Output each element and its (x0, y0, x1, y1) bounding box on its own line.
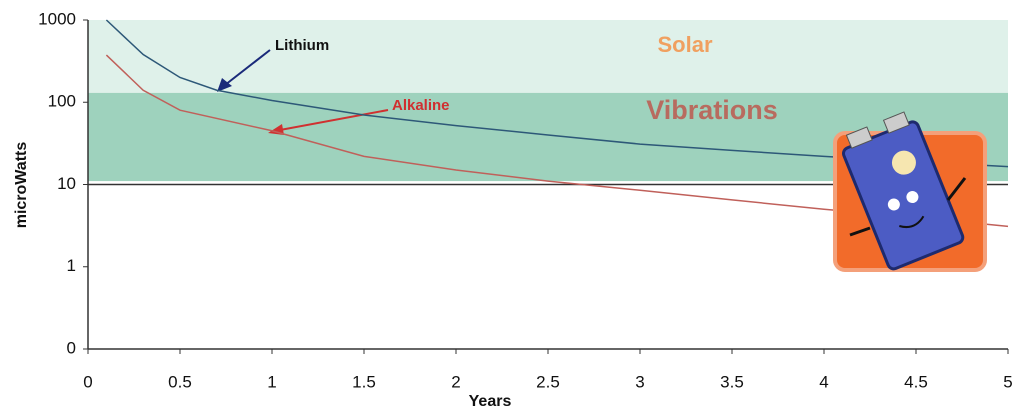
x-tick-label: 0.5 (168, 372, 192, 391)
x-tick-label: 2 (451, 372, 460, 391)
y-tick-label: 1000 (38, 9, 76, 28)
x-tick-label: 0 (83, 372, 92, 391)
y-tick-label: 0 (67, 338, 76, 357)
x-axis-label: Years (469, 393, 512, 410)
x-tick-label: 4.5 (904, 372, 928, 391)
x-tick-label: 1 (267, 372, 276, 391)
y-tick-label: 100 (48, 92, 76, 111)
x-tick-label: 2.5 (536, 372, 560, 391)
y-tick-label: 1 (67, 256, 76, 275)
band-label: Solar (657, 32, 712, 57)
series-annotation: Alkaline (392, 97, 450, 114)
series-annotation: Lithium (275, 37, 329, 54)
x-tick-label: 3 (635, 372, 644, 391)
x-tick-label: 4 (819, 372, 828, 391)
x-tick-label: 1.5 (352, 372, 376, 391)
battery-icon (835, 109, 985, 271)
band-label: Vibrations (646, 95, 778, 125)
y-tick-label: 10 (57, 174, 76, 193)
chart: microWatts Years Solar Vibrations Lithiu… (0, 0, 1013, 412)
x-tick-label: 5 (1003, 372, 1012, 391)
y-axis-label: microWatts (13, 142, 30, 229)
x-tick-label: 3.5 (720, 372, 744, 391)
